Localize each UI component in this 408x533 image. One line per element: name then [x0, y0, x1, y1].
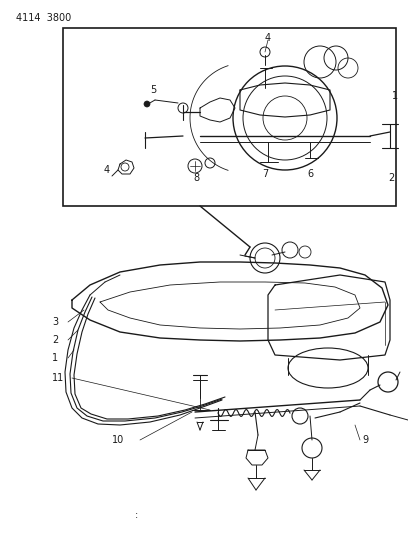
Text: 6: 6	[307, 169, 313, 179]
Text: 4: 4	[104, 165, 110, 175]
Text: 10: 10	[112, 435, 124, 445]
Text: 3: 3	[52, 317, 58, 327]
Text: 1: 1	[52, 353, 58, 363]
Text: 1: 1	[392, 91, 398, 101]
Text: 9: 9	[362, 435, 368, 445]
Text: 2: 2	[388, 173, 394, 183]
Circle shape	[144, 101, 150, 107]
Text: 5: 5	[150, 85, 156, 95]
Text: :: :	[135, 510, 138, 520]
Text: 4: 4	[265, 33, 271, 43]
Text: 2: 2	[52, 335, 58, 345]
Bar	[63, 28, 396, 206]
Text: 8: 8	[193, 173, 199, 183]
Text: 4114  3800: 4114 3800	[16, 13, 71, 23]
Text: 7: 7	[262, 169, 268, 179]
Text: 11: 11	[52, 373, 64, 383]
